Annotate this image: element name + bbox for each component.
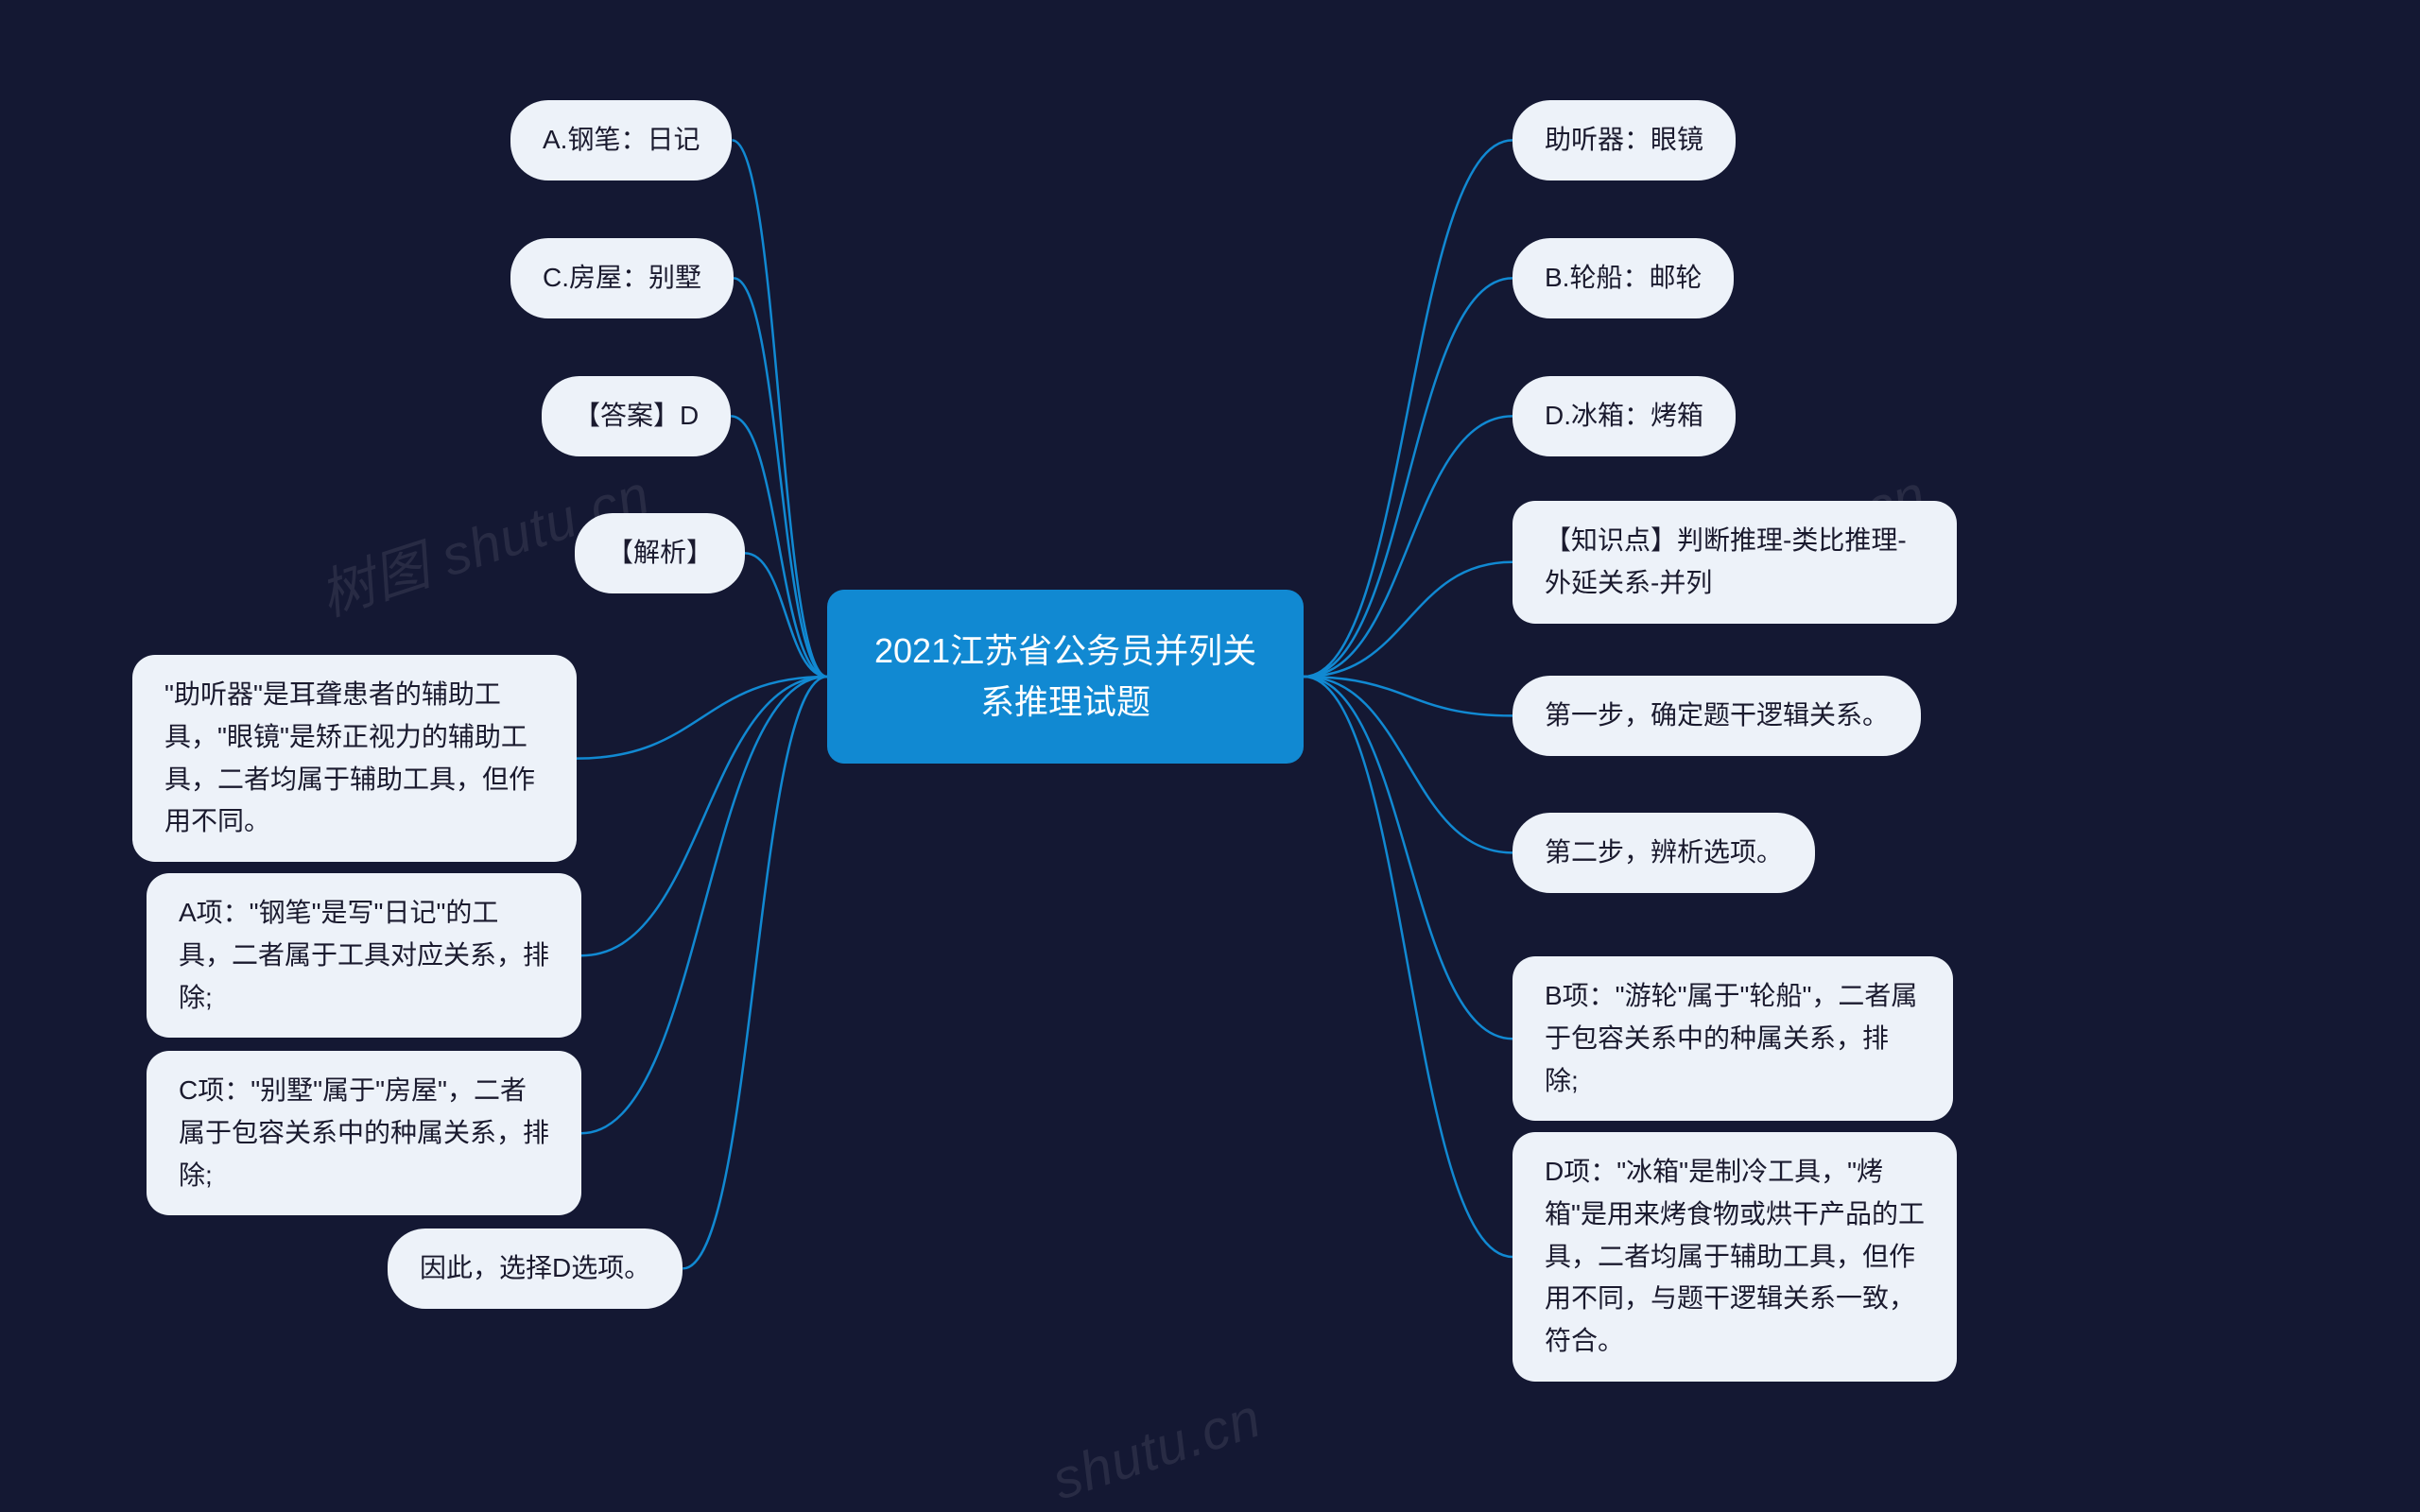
leaf-l2: C.房屋：别墅 bbox=[510, 238, 734, 318]
leaf-r8: D项："冰箱"是制冷工具，"烤箱"是用来烤食物或烘干产品的工具，二者均属于辅助工… bbox=[1512, 1132, 1957, 1382]
leaf-r7: B项："游轮"属于"轮船"，二者属于包容关系中的种属关系，排除; bbox=[1512, 956, 1953, 1121]
leaf-l3: 【答案】D bbox=[542, 376, 731, 456]
leaf-r3: D.冰箱：烤箱 bbox=[1512, 376, 1736, 456]
leaf-l5: "助听器"是耳聋患者的辅助工具，"眼镜"是矫正视力的辅助工具，二者均属于辅助工具… bbox=[132, 655, 577, 862]
leaf-l4: 【解析】 bbox=[575, 513, 745, 593]
center-label-line2: 系推理试题 bbox=[980, 682, 1150, 721]
leaf-l7: C项："别墅"属于"房屋"，二者属于包容关系中的种属关系，排除; bbox=[147, 1051, 581, 1215]
leaf-r2: B.轮船：邮轮 bbox=[1512, 238, 1734, 318]
leaf-r5: 第一步，确定题干逻辑关系。 bbox=[1512, 676, 1921, 756]
leaf-r1: 助听器：眼镜 bbox=[1512, 100, 1736, 180]
watermark-3: shutu.cn bbox=[1045, 1386, 1269, 1512]
leaf-r6: 第二步，辨析选项。 bbox=[1512, 813, 1815, 893]
leaf-l6: A项："钢笔"是写"日记"的工具，二者属于工具对应关系，排除; bbox=[147, 873, 581, 1038]
center-node: 2021江苏省公务员并列关 系推理试题 bbox=[827, 590, 1304, 764]
leaf-l1: A.钢笔：日记 bbox=[510, 100, 732, 180]
leaf-r4: 【知识点】判断推理-类比推理-外延关系-并列 bbox=[1512, 501, 1957, 624]
mindmap-canvas: 树图 shutu.cn 树图 shutu.cn shutu.cn 2021江苏省… bbox=[0, 0, 2420, 1458]
leaf-l8: 因此，选择D选项。 bbox=[388, 1228, 683, 1309]
center-label-line1: 2021江苏省公务员并列关 bbox=[874, 631, 1256, 670]
